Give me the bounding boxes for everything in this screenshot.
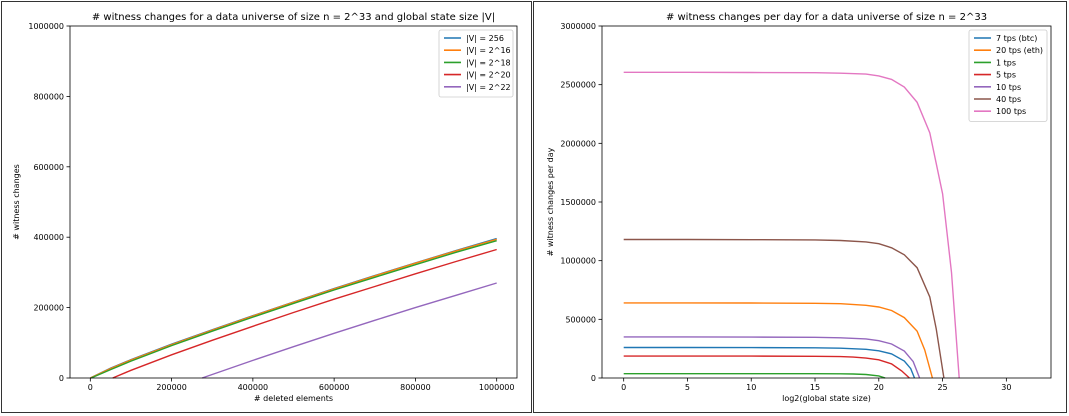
y-axis-label: # witness changes	[12, 164, 21, 240]
y-tick-label-4: 800000	[33, 92, 64, 101]
y-axis: 0 200000 400000 600000 800000 1000000	[28, 22, 70, 383]
y-tick-label-0: 0	[591, 374, 596, 383]
series-line-3	[112, 248, 497, 379]
legend-entry-6: 100 tps	[996, 107, 1026, 116]
x-axis-label: # deleted elements	[254, 394, 333, 403]
y-tick-label-0: 0	[59, 374, 64, 383]
plot-frame	[69, 25, 518, 379]
series-line-2	[90, 240, 497, 379]
x-tick-label-2: 10	[746, 383, 756, 392]
legend-entry-3: 5 tps	[996, 71, 1016, 80]
legend: 7 tps (btc) 20 tps (eth) 1 tps 5 tps 10 tps 4…	[968, 29, 1048, 122]
x-tick-label-2: 400000	[238, 383, 269, 392]
x-tick-label-4: 800000	[400, 383, 431, 392]
y-axis: 0 500000 1000000 1500000 2000000 2500000 30000…	[560, 22, 602, 383]
y-tick-label-2: 400000	[33, 233, 64, 242]
legend-entry-4: 10 tps	[996, 83, 1021, 92]
legend-entry-0: |V| = 256	[466, 34, 504, 43]
legend-entry-2: |V| = 2^18	[466, 58, 511, 67]
y-tick-label-3: 1500000	[560, 198, 596, 207]
series-line-6	[623, 71, 960, 379]
y-axis-label: # witness changes per day	[546, 147, 555, 256]
legend-entry-1: |V| = 2^16	[466, 46, 511, 55]
left-chart-panel: # witness changes for a data universe of…	[1, 1, 532, 413]
right-chart-svg: # witness changes per day for a data uni…	[546, 12, 1052, 403]
legend-entry-2: 1 tps	[996, 58, 1016, 67]
legend-entry-1: 20 tps (eth)	[996, 46, 1043, 55]
y-tick-label-2: 1000000	[560, 257, 596, 266]
y-tick-label-5: 2500000	[560, 81, 596, 90]
x-tick-label-5: 25	[937, 383, 947, 392]
legend: |V| = 256 |V| = 2^16 |V| = 2^18 |V| = 2^20 |…	[438, 29, 514, 98]
x-tick-label-4: 20	[874, 383, 884, 392]
legend-entry-5: 40 tps	[996, 95, 1021, 104]
series-lines	[623, 71, 960, 379]
series-line-4	[623, 336, 921, 379]
chart-title: # witness changes for a data universe of…	[92, 12, 495, 23]
legend-box	[438, 29, 514, 98]
chart-title: # witness changes per day for a data uni…	[666, 12, 987, 23]
right-chart-panel: # witness changes per day for a data uni…	[533, 1, 1067, 413]
legend-entry-0: 7 tps (btc)	[996, 34, 1037, 43]
series-lines	[89, 237, 497, 379]
series-line-5	[623, 238, 945, 379]
x-tick-label-6: 30	[1001, 383, 1011, 392]
legend-entry-4: |V| = 2^22	[466, 83, 511, 92]
series-line-1	[90, 238, 497, 379]
x-tick-label-0: 0	[621, 383, 626, 392]
x-tick-label-1: 5	[685, 383, 690, 392]
left-chart-svg: # witness changes for a data universe of…	[12, 12, 518, 403]
legend-entry-3: |V| = 2^20	[466, 71, 511, 80]
series-line-2	[623, 373, 886, 379]
y-tick-label-4: 2000000	[560, 139, 596, 148]
x-axis: 0 5 10 15 20 25 30	[621, 378, 1011, 392]
x-tick-label-0: 0	[88, 383, 93, 392]
x-tick-label-5: 1000000	[479, 383, 515, 392]
x-tick-label-3: 15	[810, 383, 820, 392]
y-tick-label-6: 3000000	[560, 22, 596, 31]
x-tick-label-3: 600000	[319, 383, 350, 392]
x-tick-label-1: 200000	[156, 383, 187, 392]
x-axis: 0 200000 400000 600000 800000 1000000	[88, 378, 515, 392]
y-tick-label-5: 1000000	[28, 22, 64, 31]
y-tick-label-1: 500000	[565, 315, 596, 324]
series-line-0	[89, 237, 497, 379]
y-tick-label-1: 200000	[33, 304, 64, 313]
series-line-4	[201, 282, 497, 379]
x-axis-label: log2(global state size)	[782, 394, 871, 403]
y-tick-label-3: 600000	[33, 163, 64, 172]
series-line-1	[623, 302, 934, 379]
series-line-0	[623, 346, 916, 379]
series-line-3	[623, 355, 910, 379]
